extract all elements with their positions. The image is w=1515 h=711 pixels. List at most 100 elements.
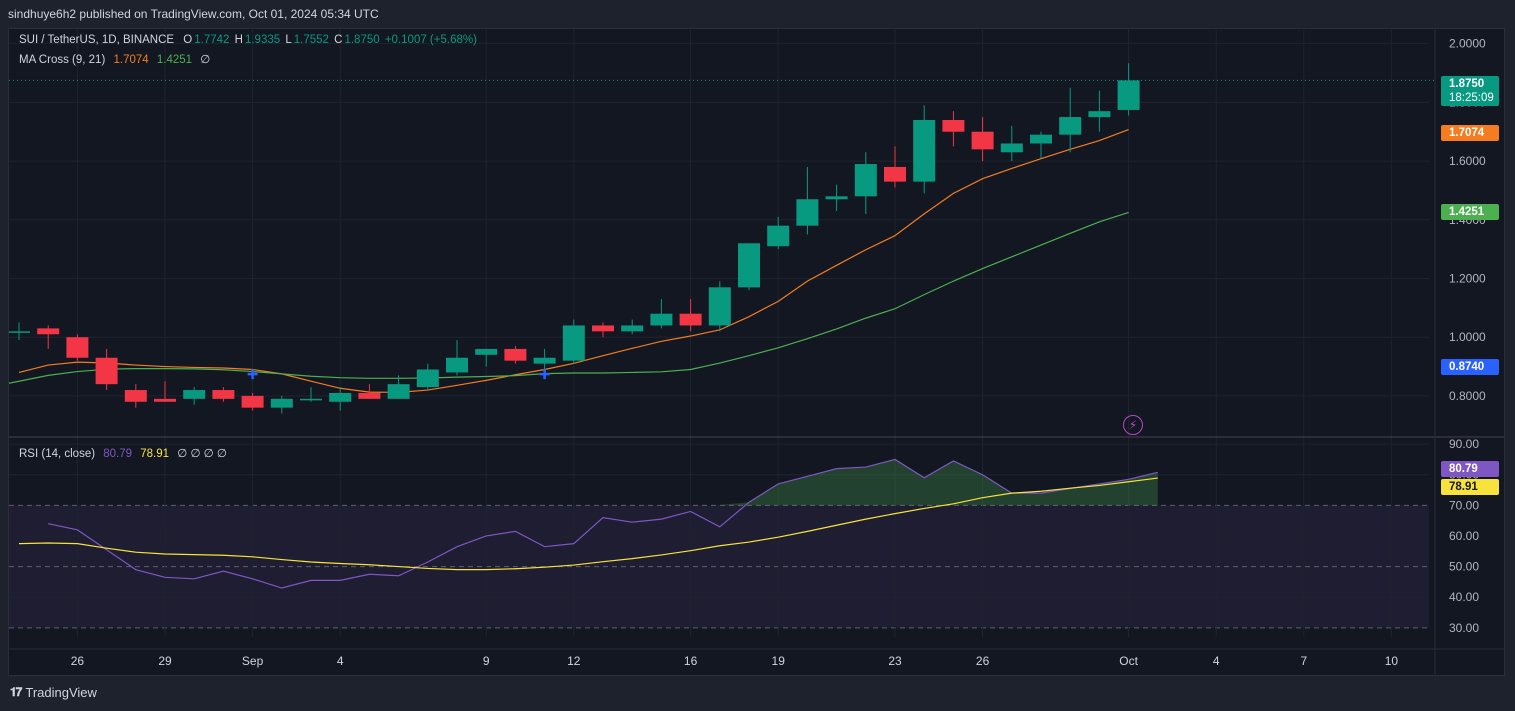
rsi-overbought-fill [716,459,1158,506]
candle-down [37,328,60,335]
change-value: +0.1007 (+5.68%) [384,34,477,46]
candle-up [562,325,585,361]
high-value: 1.9335 [244,34,281,46]
ma-cross-marker [247,369,258,380]
candle-up [621,325,644,332]
rsi-ma-tag: 78.91 [1441,479,1499,495]
candle-up [183,390,206,399]
price-tick-label: 1.2000 [1449,271,1486,285]
ma-fast-tag: 1.7074 [1441,125,1499,141]
candle-up [1030,134,1052,144]
candle-up [300,398,322,401]
ma-cross-marker [539,369,550,380]
candle-up [825,196,848,200]
candle-up [708,287,731,326]
candle-up [1000,143,1023,153]
tradingview-logo-icon: 𝟏𝟕 [10,685,22,699]
candle-up [796,199,819,226]
low-value: 1.7552 [293,34,329,46]
price-tick-label: 1.0000 [1449,330,1486,344]
candle-up [270,398,293,408]
tradingview-brand[interactable]: 𝟏𝟕 TradingView [10,685,97,700]
cross-price-tag: 0.8740 [1441,359,1499,375]
candle-up [329,392,352,402]
price-legend: SUI / TetherUS, 1D, BINANCE O 1.7742 H 1.9… [19,34,479,46]
rsi-line [48,458,1158,589]
time-tick-label: 26 [976,654,990,668]
candle-up [1088,111,1111,118]
time-tick-label: 19 [772,654,786,668]
price-tick-label: 1.6000 [1449,154,1486,168]
candle-up [1117,80,1140,110]
rsi-tick-label: 70.00 [1449,498,1479,512]
rsi-label: RSI (14, close) [19,448,96,460]
time-tick-label: Sep [242,654,264,668]
brand-label: TradingView [25,685,97,700]
candle-down [212,390,235,399]
ma-extra: ∅ [200,54,211,66]
rsi-ma-line [18,477,1158,571]
time-tick-label: 7 [1300,654,1307,668]
rsi-extra: ∅ ∅ ∅ ∅ [177,448,227,460]
ma-label: MA Cross (9, 21) [19,54,106,66]
ma-line-slow [9,211,1129,384]
time-tick-label: 10 [1385,654,1399,668]
candle-down [504,348,527,361]
candle-up [1059,117,1082,135]
candle-up [475,348,498,355]
candle-up [650,313,673,326]
candle-up [9,331,30,333]
price-tick-label: 2.0000 [1449,37,1486,51]
candle-up [767,225,790,247]
candle-down [241,395,264,408]
candle-up [854,164,877,197]
time-tick-label: 4 [337,654,344,668]
rsi-tag: 80.79 [1441,461,1499,477]
candle-down [124,390,147,402]
open-label: O [183,34,193,46]
last-price-tag: 1.8750 18:25:09 [1441,76,1499,106]
time-tick-label: 4 [1213,654,1220,668]
high-label: H [234,34,243,46]
candle-down [154,398,176,402]
published-header: sindhuye6h2 published on TradingView.com… [8,7,379,21]
rsi-tick-label: 40.00 [1449,590,1479,604]
rsi-tick-label: 50.00 [1449,560,1479,574]
candle-down [942,119,965,132]
candle-up [738,243,760,288]
chart-canvas[interactable]: 0.80001.00001.20001.40001.60001.80002.00… [9,29,1504,675]
rsi-tick-label: 60.00 [1449,529,1479,543]
open-value: 1.7742 [194,34,230,46]
time-tick-label: 26 [71,654,85,668]
candle-up [416,369,439,388]
last-price-value: 1.8750 [1449,78,1485,90]
candle-down [358,392,381,399]
rsi-legend[interactable]: RSI (14, close) 80.79 78.91 ∅ ∅ ∅ ∅ [19,446,229,460]
time-tick-label: 12 [567,654,581,668]
close-label: C [334,34,343,46]
time-tick-label: 23 [888,654,902,668]
candle-down [95,357,118,385]
time-tick-label: 16 [684,654,698,668]
candle-down [592,325,614,332]
candle-down [679,313,702,326]
time-tick-label: 29 [158,654,172,668]
candle-up [387,384,410,399]
lightning-icon[interactable]: ⚡ [1123,415,1143,435]
price-tick-label: 0.8000 [1449,389,1486,403]
close-value: 1.8750 [344,34,380,46]
time-tick-label: Oct [1119,654,1138,668]
low-label: L [285,34,292,46]
chart-frame[interactable]: 0.80001.00001.20001.40001.60001.80002.00… [8,28,1505,676]
symbol-label[interactable]: SUI / TetherUS, 1D, BINANCE [19,34,175,46]
candle-down [884,166,906,182]
candle-down [66,337,89,358]
ma-legend[interactable]: MA Cross (9, 21) 1.7074 1.4251 ∅ [19,52,212,66]
rsi-ma-value: 78.91 [140,448,170,460]
rsi-tick-label: 30.00 [1449,621,1479,635]
time-tick-label: 9 [483,654,490,668]
ma-slow-value: 1.4251 [156,54,193,66]
rsi-value: 80.79 [103,448,133,460]
candle-up [913,119,936,182]
countdown-value: 18:25:09 [1449,92,1494,104]
